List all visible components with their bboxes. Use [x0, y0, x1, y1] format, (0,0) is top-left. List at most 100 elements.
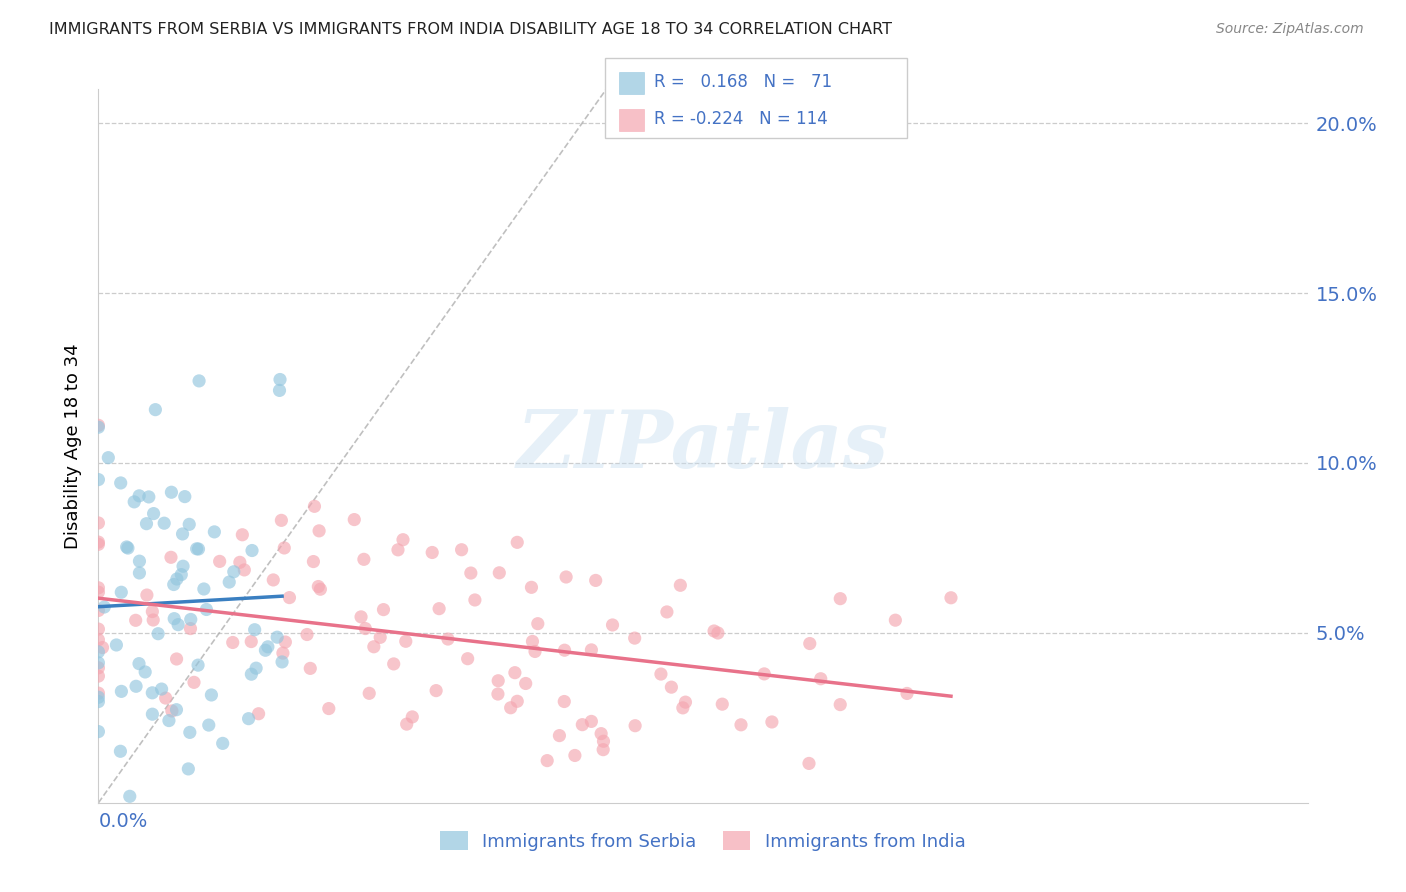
- Point: [240, 634, 263, 648]
- Point: [486, 687, 509, 701]
- Point: [274, 635, 297, 649]
- Point: [187, 658, 209, 673]
- Point: [166, 703, 188, 717]
- Point: [353, 552, 375, 566]
- Point: [163, 612, 186, 626]
- Point: [243, 623, 266, 637]
- Point: [304, 500, 326, 514]
- Point: [142, 613, 165, 627]
- Point: [503, 665, 526, 680]
- Point: [135, 516, 157, 531]
- Point: [128, 489, 150, 503]
- Point: [87, 516, 110, 530]
- Point: [218, 575, 240, 590]
- Point: [157, 714, 180, 728]
- Point: [177, 762, 200, 776]
- Point: [703, 624, 725, 638]
- Text: R =   0.168   N =   71: R = 0.168 N = 71: [654, 73, 832, 91]
- Point: [87, 622, 110, 636]
- Point: [125, 613, 148, 627]
- Point: [160, 485, 183, 500]
- Point: [343, 512, 366, 526]
- Point: [591, 726, 613, 740]
- Point: [87, 645, 110, 659]
- Point: [128, 657, 150, 671]
- Point: [222, 565, 245, 579]
- Point: [142, 507, 165, 521]
- Point: [138, 490, 160, 504]
- Point: [269, 384, 291, 398]
- Point: [585, 574, 607, 588]
- Point: [173, 490, 195, 504]
- Point: [581, 714, 603, 729]
- Point: [363, 640, 385, 654]
- Point: [240, 667, 263, 681]
- Y-axis label: Disability Age 18 to 34: Disability Age 18 to 34: [65, 343, 83, 549]
- Point: [425, 683, 447, 698]
- Point: [197, 718, 219, 732]
- Point: [395, 634, 418, 648]
- Point: [392, 533, 415, 547]
- Point: [939, 591, 962, 605]
- Point: [172, 559, 194, 574]
- Point: [522, 634, 544, 648]
- Point: [128, 554, 150, 568]
- Point: [222, 635, 245, 649]
- Point: [87, 686, 110, 700]
- Point: [395, 717, 418, 731]
- Point: [145, 402, 167, 417]
- Point: [602, 618, 624, 632]
- Point: [202, 524, 225, 539]
- Point: [87, 473, 110, 487]
- Point: [141, 686, 163, 700]
- Point: [797, 756, 820, 771]
- Point: [167, 617, 190, 632]
- Point: [231, 528, 253, 542]
- Point: [179, 517, 201, 532]
- Point: [117, 541, 139, 555]
- Point: [359, 686, 381, 700]
- Point: [266, 630, 288, 644]
- Point: [240, 543, 263, 558]
- Point: [810, 672, 832, 686]
- Point: [187, 541, 209, 556]
- Point: [382, 657, 405, 671]
- Point: [761, 714, 783, 729]
- Legend: Immigrants from Serbia, Immigrants from India: Immigrants from Serbia, Immigrants from …: [433, 824, 973, 858]
- Point: [97, 450, 120, 465]
- Point: [368, 631, 391, 645]
- Point: [464, 593, 486, 607]
- Point: [118, 789, 141, 804]
- Point: [527, 616, 550, 631]
- Point: [122, 495, 145, 509]
- Point: [754, 666, 776, 681]
- Point: [128, 566, 150, 580]
- Point: [581, 643, 603, 657]
- Point: [166, 652, 188, 666]
- Point: [170, 567, 193, 582]
- Point: [555, 570, 578, 584]
- Point: [623, 631, 645, 645]
- Point: [141, 605, 163, 619]
- Point: [87, 585, 110, 599]
- Point: [506, 694, 529, 708]
- Point: [661, 680, 683, 694]
- Point: [208, 554, 231, 568]
- Point: [318, 701, 340, 715]
- Point: [183, 675, 205, 690]
- Point: [211, 736, 233, 750]
- Point: [87, 656, 110, 670]
- Point: [271, 655, 294, 669]
- Point: [247, 706, 270, 721]
- Point: [257, 640, 280, 654]
- Point: [87, 420, 110, 434]
- Point: [278, 591, 301, 605]
- Point: [172, 527, 194, 541]
- Point: [437, 632, 460, 646]
- Point: [155, 691, 177, 706]
- Point: [200, 688, 222, 702]
- Point: [373, 602, 395, 616]
- Point: [87, 661, 110, 675]
- Point: [166, 572, 188, 586]
- Point: [354, 622, 377, 636]
